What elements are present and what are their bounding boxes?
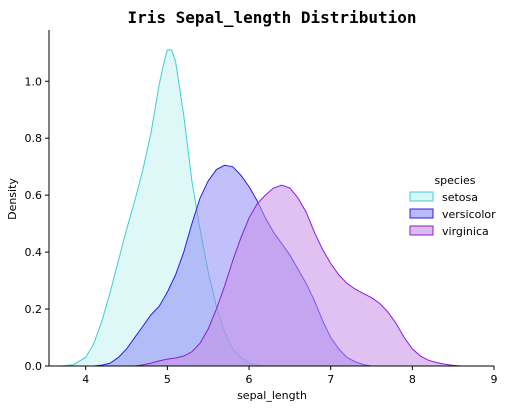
x-ticks: 4 5 6 7 8 9 xyxy=(82,366,498,386)
plot-areas xyxy=(61,49,462,367)
y-tick-label: 0.0 xyxy=(25,360,43,373)
density-area-setosa xyxy=(61,49,266,367)
legend-label-setosa: setosa xyxy=(442,191,478,204)
legend-label-virginica: virginica xyxy=(442,225,489,238)
y-tick-label: 0.8 xyxy=(25,132,43,145)
x-tick-label: 6 xyxy=(246,373,253,386)
x-tick-label: 4 xyxy=(82,373,89,386)
legend-label-versicolor: versicolor xyxy=(442,208,496,221)
legend-swatch-setosa xyxy=(409,191,434,202)
density-line-virginica xyxy=(134,184,462,367)
chart-title: Iris Sepal_length Distribution xyxy=(128,8,417,27)
x-axis-label: sepal_length xyxy=(237,389,307,402)
y-tick-label: 0.6 xyxy=(25,189,43,202)
x-tick-label: 7 xyxy=(327,373,334,386)
y-ticks: 0.0 0.2 0.4 0.6 0.8 1.0 xyxy=(25,75,49,373)
legend: species setosa versicolor virginica xyxy=(409,174,496,238)
y-tick-label: 1.0 xyxy=(25,75,43,88)
x-tick-label: 8 xyxy=(409,373,416,386)
y-axis-label: Density xyxy=(6,178,19,220)
y-tick-label: 0.2 xyxy=(25,303,43,316)
x-tick-label: 9 xyxy=(491,373,498,386)
legend-title: species xyxy=(434,174,475,187)
legend-swatch-virginica xyxy=(409,225,434,236)
x-tick-label: 5 xyxy=(164,373,171,386)
legend-swatch-versicolor xyxy=(409,208,434,219)
y-tick-label: 0.4 xyxy=(25,246,43,259)
density-area-virginica xyxy=(134,185,462,366)
